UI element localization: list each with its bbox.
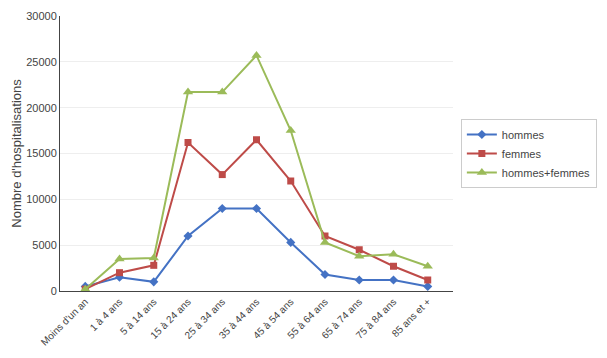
svg-text:Nombre d'hospitalisations: Nombre d'hospitalisations <box>9 79 24 228</box>
svg-text:10000: 10000 <box>26 193 57 205</box>
svg-text:hommes+femmes: hommes+femmes <box>502 167 590 179</box>
svg-text:45 à 54 ans: 45 à 54 ans <box>251 296 296 341</box>
svg-text:75 à 84 ans: 75 à 84 ans <box>354 296 399 341</box>
svg-text:30000: 30000 <box>26 10 57 22</box>
svg-text:20000: 20000 <box>26 102 57 114</box>
svg-text:25000: 25000 <box>26 56 57 68</box>
svg-text:15 à 24 ans: 15 à 24 ans <box>148 296 193 341</box>
svg-text:1 à 4 ans: 1 à 4 ans <box>88 296 125 333</box>
svg-text:35 à 44 ans: 35 à 44 ans <box>217 296 262 341</box>
svg-text:65 à 74 ans: 65 à 74 ans <box>319 296 364 341</box>
svg-text:85 ans et +: 85 ans et + <box>390 296 433 339</box>
svg-text:15000: 15000 <box>26 147 57 159</box>
svg-text:0: 0 <box>51 285 57 297</box>
svg-text:hommes: hommes <box>502 129 545 141</box>
svg-text:Moins d'un an: Moins d'un an <box>39 296 91 348</box>
svg-text:5000: 5000 <box>32 239 56 251</box>
svg-text:femmes: femmes <box>502 148 542 160</box>
svg-text:25 à 34 ans: 25 à 34 ans <box>182 296 227 341</box>
svg-text:5 à 14 ans: 5 à 14 ans <box>118 296 159 337</box>
svg-text:55 à 64 ans: 55 à 64 ans <box>285 296 330 341</box>
